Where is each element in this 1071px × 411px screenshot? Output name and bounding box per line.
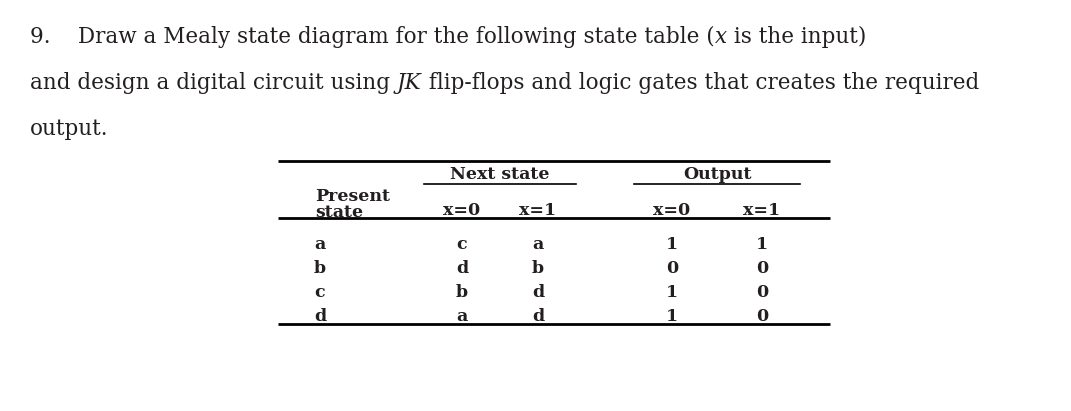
Text: b: b <box>532 260 544 277</box>
Text: 1: 1 <box>666 308 678 325</box>
Text: x=1: x=1 <box>519 202 557 219</box>
Text: a: a <box>315 236 326 253</box>
Text: x=1: x=1 <box>743 202 781 219</box>
Text: 1: 1 <box>666 284 678 301</box>
Text: output.: output. <box>30 118 108 140</box>
Text: d: d <box>314 308 326 325</box>
Text: Next state: Next state <box>450 166 549 183</box>
Text: x: x <box>714 26 727 48</box>
Text: d: d <box>532 308 544 325</box>
Text: 0: 0 <box>756 260 768 277</box>
Text: a: a <box>456 308 468 325</box>
Text: 0: 0 <box>756 284 768 301</box>
Text: Output: Output <box>682 166 751 183</box>
Text: 9.    Draw a Mealy state diagram for the following state table (: 9. Draw a Mealy state diagram for the fo… <box>30 26 714 48</box>
Text: 0: 0 <box>666 260 678 277</box>
Text: JK: JK <box>397 72 422 94</box>
Text: 1: 1 <box>756 236 768 253</box>
Text: x=0: x=0 <box>443 202 481 219</box>
Text: flip-flops and logic gates that creates the required: flip-flops and logic gates that creates … <box>422 72 979 94</box>
Text: Present: Present <box>315 188 390 205</box>
Text: b: b <box>456 284 468 301</box>
Text: and design a digital circuit using: and design a digital circuit using <box>30 72 397 94</box>
Text: is the input): is the input) <box>727 26 866 48</box>
Text: x=0: x=0 <box>653 202 691 219</box>
Text: 0: 0 <box>756 308 768 325</box>
Text: c: c <box>315 284 326 301</box>
Text: state: state <box>315 204 363 221</box>
Text: d: d <box>532 284 544 301</box>
Text: 1: 1 <box>666 236 678 253</box>
Text: b: b <box>314 260 326 277</box>
Text: c: c <box>456 236 467 253</box>
Text: a: a <box>532 236 544 253</box>
Text: d: d <box>456 260 468 277</box>
